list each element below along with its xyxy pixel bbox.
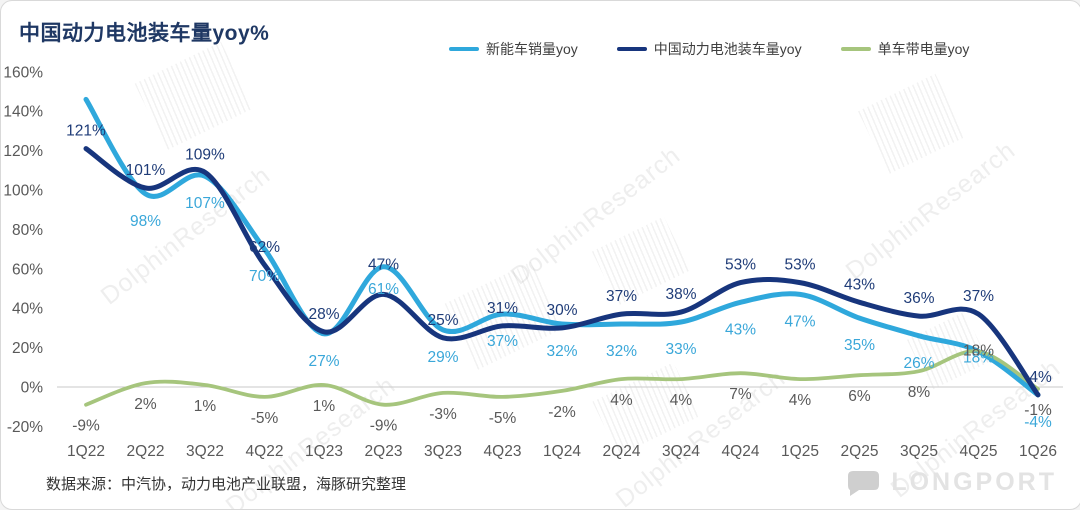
data-label-1: 36% [903, 290, 934, 307]
chart-title: 中国动力电池装车量yoy% [19, 22, 270, 45]
data-label-2: -5% [251, 410, 279, 427]
legend-swatch-battery-install [616, 47, 647, 51]
data-label-0: 61% [368, 281, 399, 298]
data-label-0: -4% [1024, 414, 1052, 431]
x-axis-tick-label: 3Q22 [186, 443, 224, 460]
x-axis-tick-label: 1Q26 [1019, 443, 1057, 460]
data-label-0: 70% [249, 268, 280, 285]
data-label-1: -4% [1024, 369, 1052, 386]
x-axis-tick-label: 4Q22 [246, 443, 284, 460]
x-axis-tick-label: 1Q24 [543, 443, 581, 460]
data-label-2: 1% [194, 398, 217, 415]
data-label-1: 53% [784, 257, 815, 274]
data-label-2: 4% [670, 392, 693, 409]
y-axis-tick-label: 20% [12, 340, 43, 357]
data-label-1: 25% [427, 312, 458, 329]
y-axis-tick-label: 60% [12, 261, 43, 278]
legend-label-battery-install: 中国动力电池装车量yoy [653, 41, 802, 57]
x-axis-tick-label: 1Q25 [781, 443, 819, 460]
y-axis-tick-label: 0% [21, 380, 44, 397]
data-label-1: 37% [606, 288, 637, 305]
y-axis-tick-label: 40% [12, 301, 43, 318]
data-label-2: -9% [370, 418, 398, 435]
y-axis-tick-label: -20% [7, 419, 43, 436]
legend-item-capacity-per-car: 单车带电量yoy [840, 39, 970, 59]
legend-item-battery-install: 中国动力电池装车量yoy [616, 39, 802, 59]
y-axis-tick-label: 80% [12, 222, 43, 239]
x-axis-tick-label: 2Q22 [127, 443, 165, 460]
data-label-1: 62% [249, 239, 280, 256]
data-label-1: 47% [368, 256, 399, 273]
longport-logo-icon [848, 471, 880, 496]
data-label-0: 98% [130, 213, 161, 230]
x-axis-tick-label: 4Q25 [960, 443, 998, 460]
x-axis-tick-label: 3Q25 [900, 443, 938, 460]
data-label-2: 2% [134, 396, 157, 413]
data-label-0: 32% [606, 343, 637, 360]
data-label-1: 30% [546, 302, 577, 319]
data-label-1: 31% [487, 300, 518, 317]
series-line-2 [84, 349, 1040, 407]
legend-swatch-capacity-per-car [840, 47, 871, 51]
x-axis-tick-label: 1Q23 [305, 443, 343, 460]
data-label-2: 4% [610, 392, 633, 409]
data-label-0: 107% [185, 195, 225, 212]
data-label-2: -9% [72, 418, 100, 435]
longport-logo: LONGPORT [845, 467, 1057, 497]
data-label-2: 1% [313, 398, 336, 415]
source-note: 数据来源：中汽协，动力电池产业联盟，海豚研究整理 [46, 476, 407, 493]
data-label-1: 38% [665, 286, 696, 303]
data-label-0: 27% [308, 353, 339, 370]
data-label-1: 121% [66, 123, 106, 140]
data-label-1: 101% [126, 162, 166, 179]
data-label-2: 4% [789, 392, 812, 409]
data-label-0: 29% [427, 349, 458, 366]
data-label-1: 28% [308, 306, 339, 323]
x-axis-tick-label: 2Q24 [603, 443, 641, 460]
data-label-1: 109% [185, 146, 225, 163]
data-label-1: 53% [725, 257, 756, 274]
legend-swatch-nev-sales [449, 47, 479, 51]
x-axis-tick-label: 3Q24 [662, 443, 700, 460]
data-label-0: 18% [963, 350, 994, 367]
data-label-2: 18% [963, 343, 994, 360]
data-label-0: 33% [665, 341, 696, 358]
x-axis-tick-label: 3Q23 [424, 443, 462, 460]
data-label-0: 43% [725, 321, 756, 338]
data-label-0: 47% [784, 313, 815, 330]
series-line-1 [83, 146, 1041, 398]
legend: 新能车销量yoy 中国动力电池装车量yoy 单车带电量yoy [449, 39, 969, 59]
y-axis-tick-label: 100% [3, 183, 43, 200]
x-axis-tick-label: 2Q25 [841, 443, 879, 460]
data-label-2: -2% [548, 404, 576, 421]
data-label-0: 35% [844, 337, 875, 354]
y-axis-tick-label: 160% [3, 64, 43, 81]
longport-logo-text: LONGPORT [891, 467, 1057, 496]
data-label-1: 43% [844, 276, 875, 293]
data-label-0: 37% [487, 333, 518, 350]
legend-item-nev-sales: 新能车销量yoy [449, 39, 578, 59]
data-label-0: 26% [903, 355, 934, 372]
x-axis-tick-label: 4Q24 [722, 443, 760, 460]
data-label-2: -1% [1024, 402, 1052, 419]
data-label-0: 32% [546, 343, 577, 360]
data-label-1: 37% [963, 288, 994, 305]
x-axis-tick-label: 4Q23 [484, 443, 522, 460]
y-axis-tick-label: 120% [3, 143, 43, 160]
data-label-2: 7% [729, 386, 752, 403]
data-label-2: 6% [848, 388, 871, 405]
legend-label-nev-sales: 新能车销量yoy [486, 41, 578, 57]
data-label-2: -3% [429, 406, 457, 423]
legend-label-capacity-per-car: 单车带电量yoy [877, 41, 970, 57]
x-axis-tick-label: 1Q22 [67, 443, 105, 460]
x-axis-tick-label: 2Q23 [365, 443, 403, 460]
y-axis-tick-label: 140% [3, 104, 43, 121]
data-label-2: -5% [489, 410, 517, 427]
data-label-2: 8% [908, 384, 931, 401]
